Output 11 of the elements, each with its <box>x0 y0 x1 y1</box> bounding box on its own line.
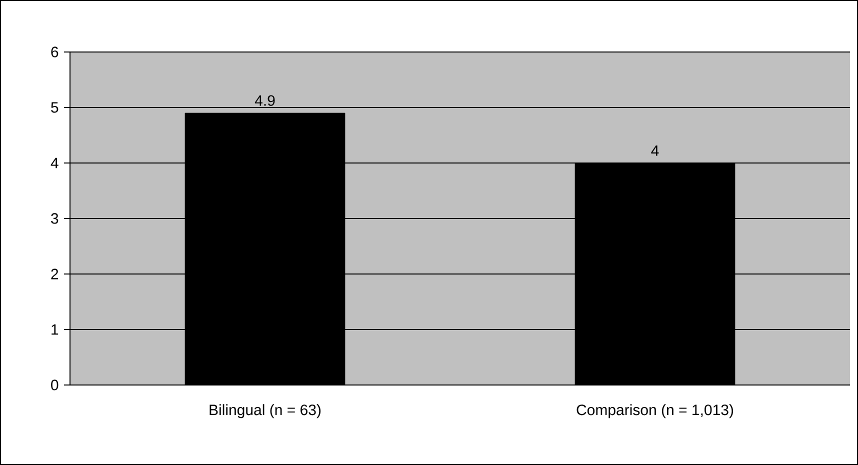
y-tick-label: 2 <box>51 268 58 280</box>
y-tick-label: 6 <box>51 46 58 58</box>
data-label: 4 <box>651 145 659 156</box>
y-tick-label: 3 <box>51 213 58 224</box>
x-tick-label: Comparison (n = 1,013) <box>576 404 734 418</box>
y-tick-label: 0 <box>51 380 58 390</box>
y-tick-label: 1 <box>52 324 58 335</box>
data-label: 4.9 <box>254 95 275 106</box>
y-tick-label: 4 <box>50 158 58 168</box>
x-tick-label: Bilingual (n = 63) <box>210 404 321 418</box>
y-tick-label: 5 <box>51 102 58 113</box>
